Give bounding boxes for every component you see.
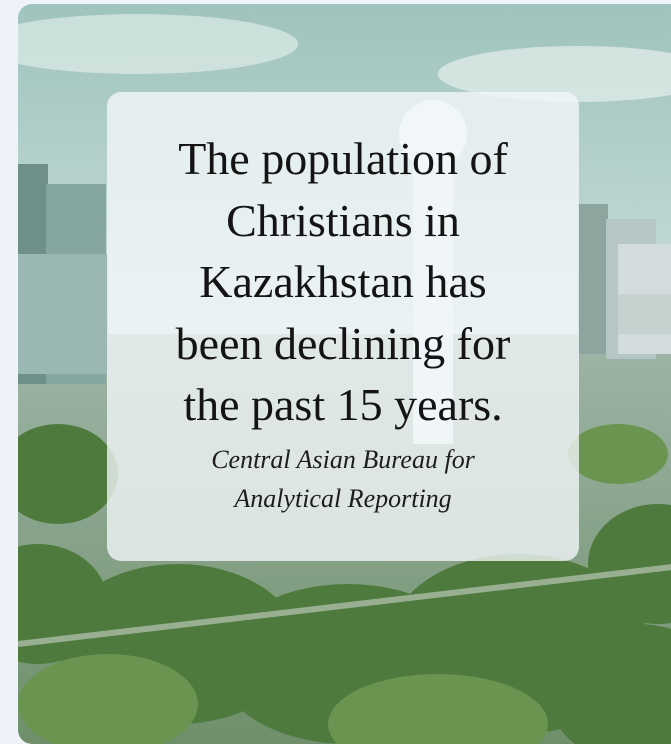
citation: Central Asian Bureau for Analytical Repo… <box>107 440 579 518</box>
quote: The population of Christians in Kazakhst… <box>107 128 579 436</box>
quote-line: been declining for <box>107 313 579 375</box>
quote-panel: The population of Christians in Kazakhst… <box>107 92 579 561</box>
citation-line: Central Asian Bureau for <box>107 440 579 479</box>
quote-line: the past 15 years. <box>107 374 579 436</box>
quote-line: The population of <box>107 128 579 190</box>
page: {"quote": {"lines": ["The population of"… <box>0 0 671 720</box>
quote-line: Kazakhstan has <box>107 251 579 313</box>
quote-line: Christians in <box>107 190 579 252</box>
citation-line: Analytical Reporting <box>107 479 579 518</box>
